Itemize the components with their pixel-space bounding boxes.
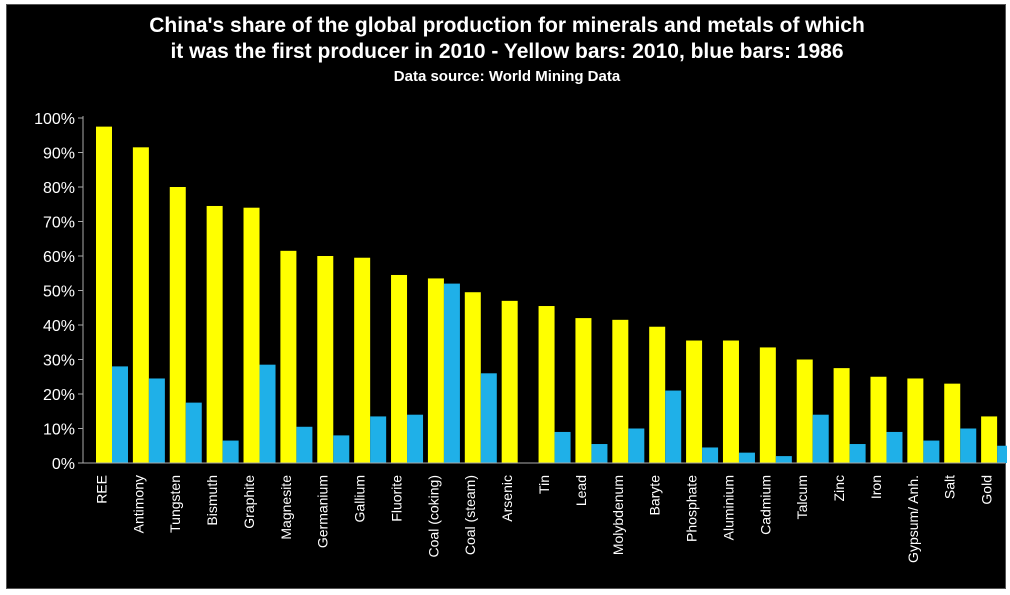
bar-1986 — [296, 426, 313, 463]
bar-1986 — [591, 444, 608, 463]
bar-2010 — [907, 378, 924, 463]
bar-1986 — [148, 378, 165, 463]
x-tick-label: Molybdenum — [610, 475, 626, 555]
y-tick-label: 60% — [43, 249, 75, 266]
y-tick-label: 70% — [43, 215, 75, 232]
bar-1986 — [333, 435, 350, 463]
bar-2010 — [427, 278, 444, 463]
chart-title-line-1: China's share of the global production f… — [149, 14, 865, 37]
y-tick-label: 30% — [43, 353, 75, 370]
bar-1986 — [185, 402, 202, 463]
x-tick-label: Tungsten — [167, 475, 183, 533]
bar-1986 — [886, 431, 903, 463]
y-tick-label: 90% — [43, 146, 75, 163]
bar-2010 — [833, 368, 850, 463]
bar-2010 — [391, 274, 408, 463]
bar-2010 — [169, 187, 186, 463]
x-tick-label: Talcum — [794, 475, 810, 519]
x-tick-label: Bismuth — [204, 475, 220, 526]
bar-1986 — [923, 440, 940, 463]
bar-1986 — [407, 414, 424, 463]
bar-2010 — [354, 257, 371, 463]
y-tick-label: 100% — [34, 111, 75, 128]
bar-2010 — [575, 318, 592, 463]
bar-2010 — [243, 207, 260, 463]
x-tick-label: Magnesite — [278, 475, 294, 540]
bar-2010 — [612, 319, 629, 463]
bar-1986 — [702, 447, 719, 463]
x-tick-label: Salt — [942, 475, 958, 499]
x-tick-label: Gypsum/ Anh. — [905, 475, 921, 563]
y-tick-label: 50% — [43, 284, 75, 301]
chart-subtitle: Data source: World Mining Data — [393, 68, 621, 85]
chart-titles: China's share of the global production f… — [7, 13, 1007, 87]
x-tick-label: Cadmium — [757, 475, 773, 535]
x-tick-label: Antimony — [130, 475, 146, 533]
bar-2010 — [686, 340, 703, 463]
x-tick-label: Tin — [536, 475, 552, 494]
bar-1986 — [628, 428, 645, 463]
bar-2010 — [796, 359, 813, 463]
bar-2010 — [759, 347, 776, 463]
x-tick-label: Arsenic — [499, 475, 515, 522]
bar-1986 — [738, 452, 755, 463]
x-tick-label: Germanium — [315, 475, 331, 548]
x-tick-label: Gallium — [352, 475, 368, 522]
bar-chart: 0% 10% 20% 30% 40% 50% 60% 70% 80% 90% 100% REE Ant… — [34, 111, 1007, 563]
bar-2010 — [132, 147, 149, 463]
bar-1986 — [443, 283, 460, 463]
x-tick-label: Zinc — [831, 475, 847, 501]
bar-2010 — [944, 383, 961, 463]
bar-1986 — [370, 416, 387, 463]
y-axis: 0% 10% 20% 30% 40% 50% 60% 70% 80% 90% 100% — [34, 111, 84, 473]
x-tick-label: Coal (coking) — [425, 475, 441, 557]
x-tick-label: Graphite — [241, 475, 257, 529]
chart-title-line-2: it was the first producer in 2010 - Yell… — [170, 40, 844, 63]
x-tick-label: Gold — [979, 475, 995, 505]
bar-2010 — [96, 126, 112, 463]
x-tick-label: Aluminium — [720, 475, 736, 540]
bar-2010 — [870, 376, 887, 463]
x-tick-label: Iron — [868, 475, 884, 499]
bar-1986 — [480, 373, 497, 463]
bar-2010 — [464, 292, 481, 463]
x-axis: REE Antimony Tungsten Bismuth Graphite Magnes… — [83, 462, 1005, 563]
bar-2010 — [280, 250, 297, 463]
x-tick-label: Lead — [573, 475, 589, 506]
bars — [96, 126, 1007, 463]
bar-1986 — [960, 428, 977, 463]
bar-1986 — [222, 440, 239, 463]
bar-1986 — [849, 444, 866, 463]
bar-1986 — [775, 456, 792, 463]
x-tick-label: Fluorite — [388, 475, 404, 522]
bar-1986 — [259, 364, 276, 463]
bar-1986 — [997, 445, 1007, 463]
bar-1986 — [665, 390, 682, 463]
chart-frame: China's share of the global production f… — [6, 4, 1007, 589]
x-tick-label: Coal (steam) — [462, 475, 478, 555]
y-tick-label: 0% — [52, 456, 75, 473]
bar-2010 — [981, 416, 998, 463]
bar-1986 — [112, 366, 128, 463]
bar-1986 — [812, 414, 829, 463]
bar-2010 — [206, 205, 223, 463]
bar-2010 — [317, 256, 334, 463]
x-tick-label: Phosphate — [684, 475, 700, 542]
bar-2010 — [538, 306, 555, 463]
bar-1986 — [554, 431, 571, 463]
bar-2010 — [649, 326, 666, 463]
bar-2010 — [722, 340, 739, 463]
bar-2010 — [501, 300, 518, 463]
y-tick-label: 20% — [43, 387, 75, 404]
y-tick-label: 80% — [43, 180, 75, 197]
x-tick-label: Baryte — [647, 475, 663, 516]
y-tick-label: 40% — [43, 318, 75, 335]
y-tick-label: 10% — [43, 422, 75, 439]
x-tick-label: REE — [93, 475, 109, 504]
